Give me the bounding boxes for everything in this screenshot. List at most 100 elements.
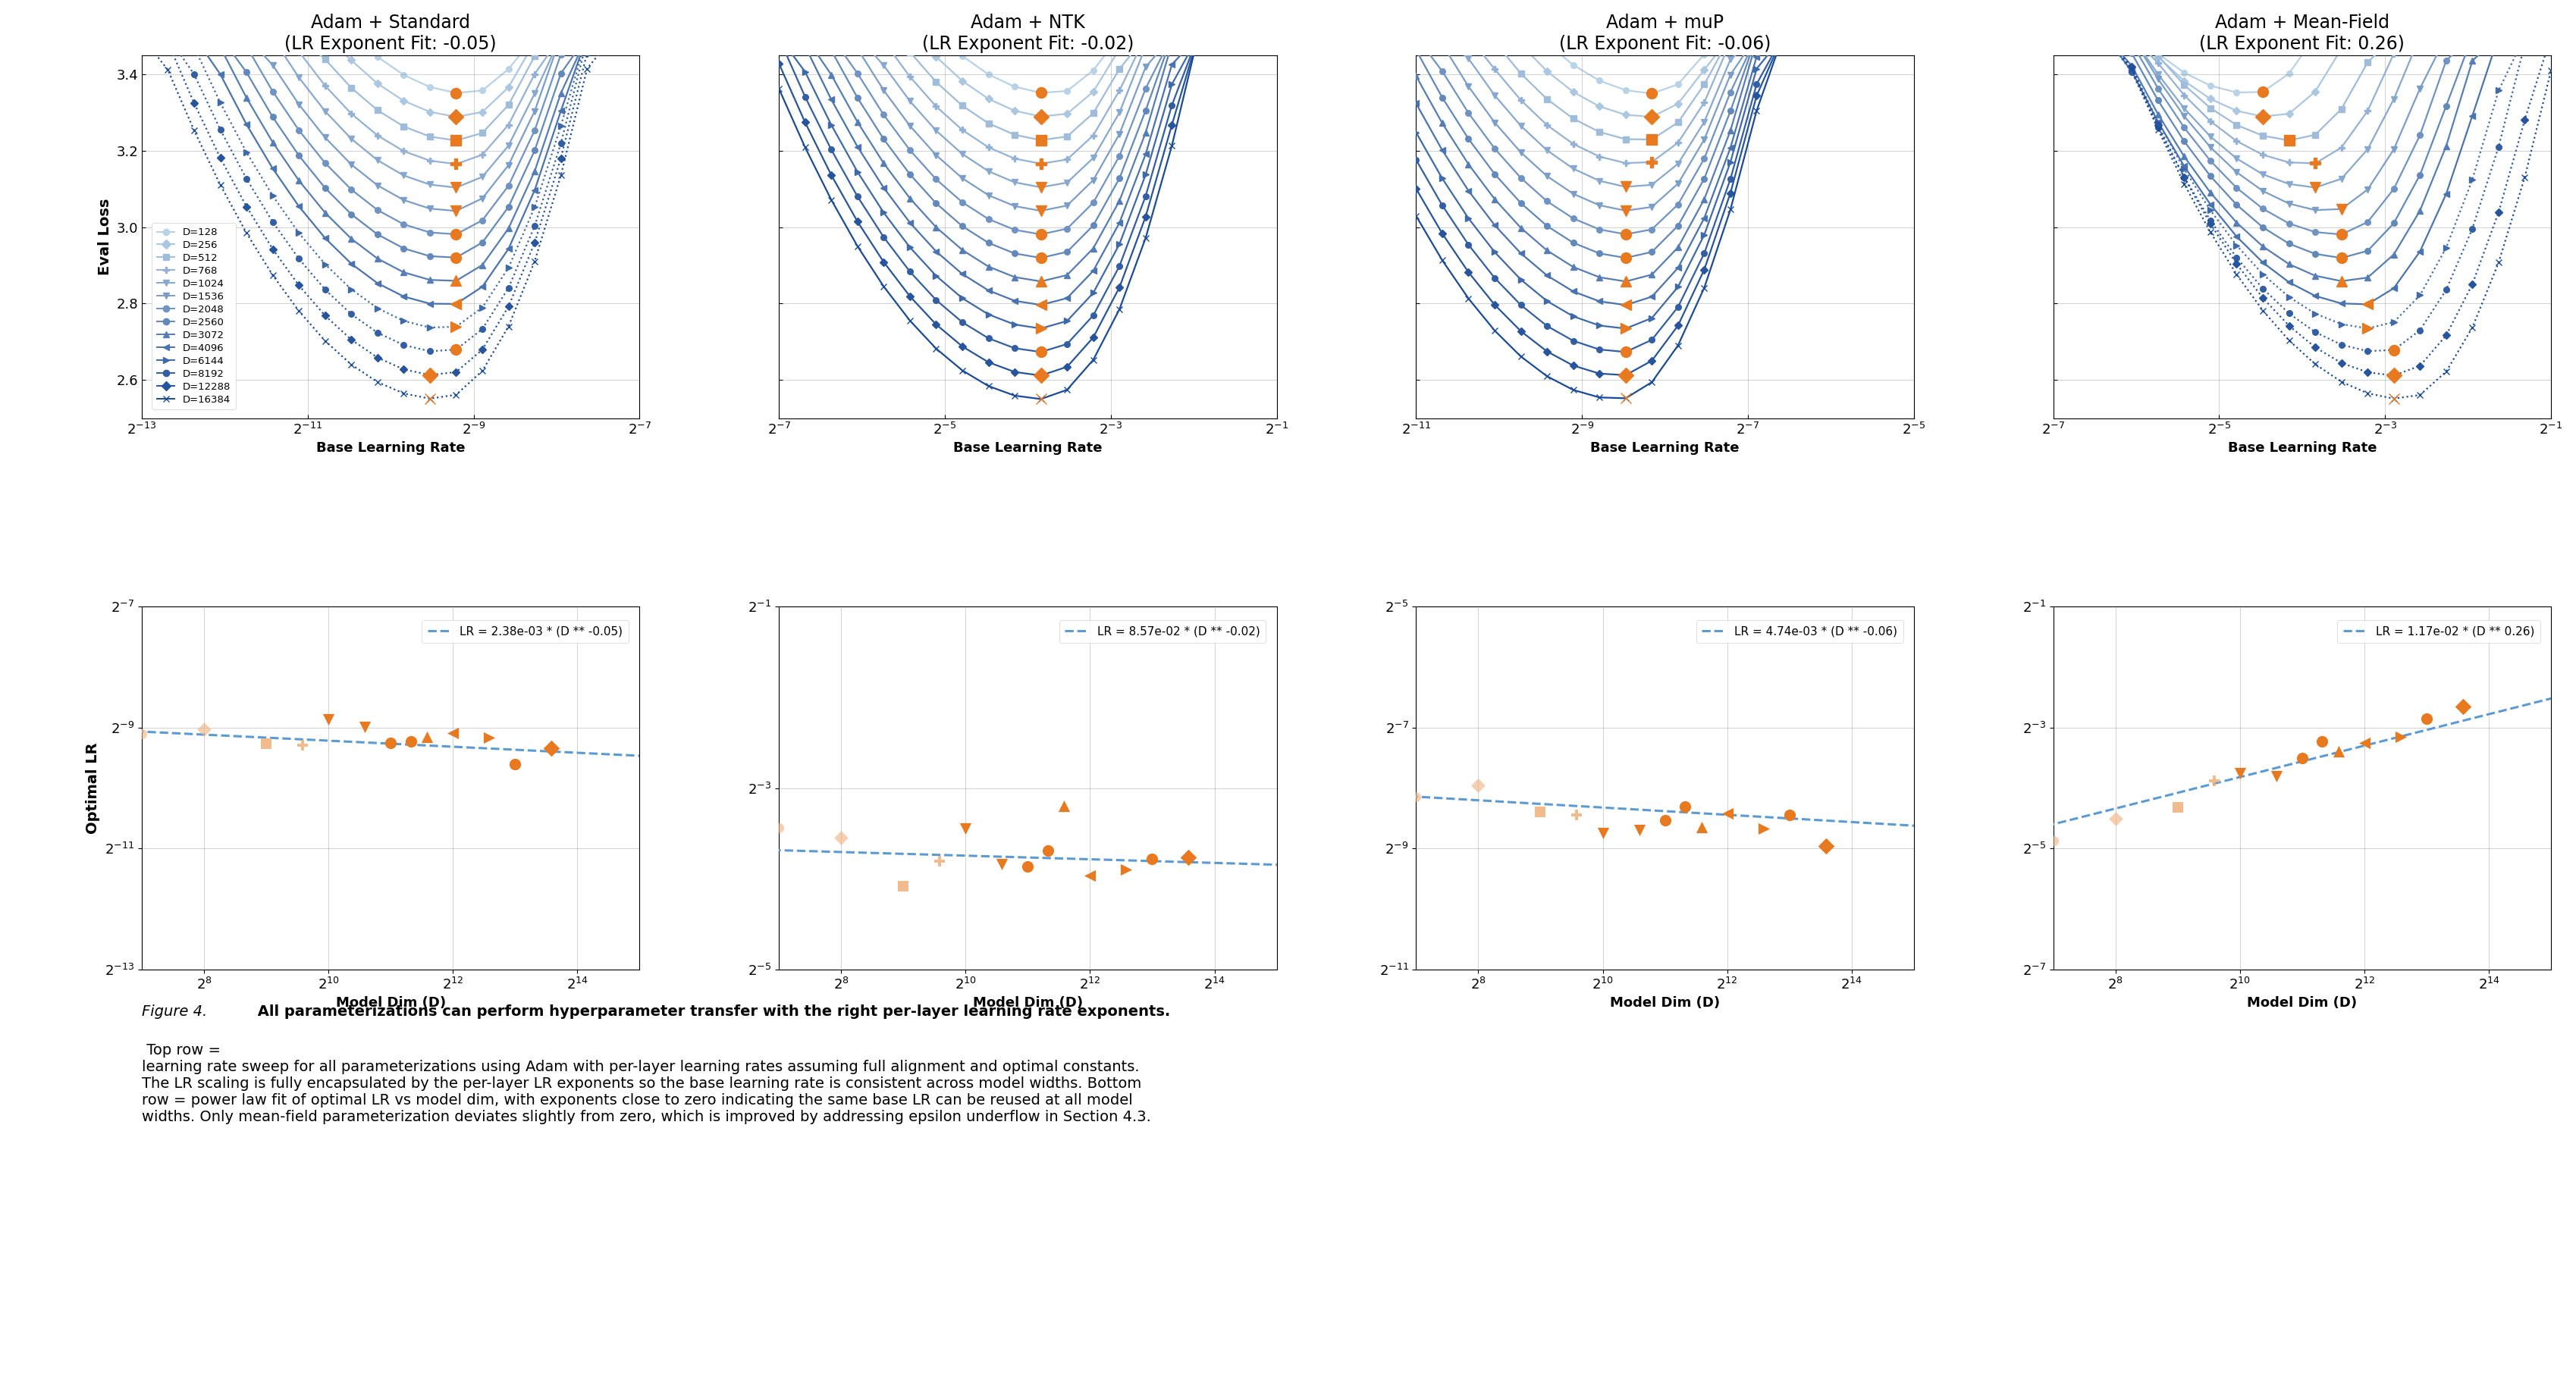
LR = 4.74e-03 * (D ** -0.06) — [1929, 819, 1960, 835]
Point — [469, 727, 510, 749]
Line: LR = 1.17e-02 * (D ** 0.26): LR = 1.17e-02 * (D ** 0.26) — [2022, 691, 2576, 832]
Title: Adam + muP
(LR Exponent Fit: -0.06): Adam + muP (LR Exponent Fit: -0.06) — [1558, 14, 1770, 53]
LR = 1.17e-02 * (D ** 0.26) — [2566, 683, 2576, 699]
LR = 1.17e-02 * (D ** 0.26) — [2537, 690, 2568, 706]
Point — [945, 817, 987, 839]
Point — [981, 853, 1023, 875]
LR = 8.57e-02 * (D ** -0.02) — [840, 843, 871, 860]
Point — [183, 719, 224, 741]
X-axis label: Base Learning Rate: Base Learning Rate — [2226, 442, 2375, 454]
Point — [1664, 795, 1705, 817]
Point — [1767, 803, 1808, 825]
Point — [1396, 785, 1437, 807]
Point — [1520, 801, 1561, 823]
Point — [345, 716, 386, 738]
Point — [1643, 809, 1685, 831]
Point — [495, 753, 536, 776]
Point — [1028, 839, 1069, 861]
Legend: D=128, D=256, D=512, D=768, D=1024, D=1536, D=2048, D=2560, D=3072, D=4096, D=61: D=128, D=256, D=512, D=768, D=1024, D=15… — [152, 223, 237, 410]
LR = 2.38e-03 * (D ** -0.05) — [626, 748, 657, 765]
Point — [2032, 830, 2074, 852]
Point — [307, 708, 348, 730]
Point — [2218, 762, 2259, 784]
LR = 4.74e-03 * (D ** -0.06) — [1703, 806, 1734, 823]
Y-axis label: Optimal LR: Optimal LR — [85, 742, 100, 834]
Point — [1069, 864, 1110, 886]
LR = 1.17e-02 * (D ** 0.26) — [2136, 791, 2166, 807]
Point — [2318, 741, 2360, 763]
LR = 2.38e-03 * (D ** -0.05) — [204, 727, 234, 744]
X-axis label: Base Learning Rate: Base Learning Rate — [317, 442, 466, 454]
Text: Top row =
learning rate sweep for all parameterizations using Adam with per-laye: Top row = learning rate sweep for all pa… — [142, 1043, 1151, 1125]
Point — [2468, 713, 2509, 735]
Point — [2300, 730, 2342, 752]
LR = 4.74e-03 * (D ** -0.06) — [1901, 817, 1932, 834]
Point — [1043, 795, 1084, 817]
Legend: LR = 8.57e-02 * (D ** -0.02): LR = 8.57e-02 * (D ** -0.02) — [1059, 620, 1265, 643]
Point — [2254, 765, 2295, 787]
LR = 8.57e-02 * (D ** -0.02) — [863, 845, 894, 861]
Point — [531, 737, 572, 759]
Title: Adam + Standard
(LR Exponent Fit: -0.05): Adam + Standard (LR Exponent Fit: -0.05) — [283, 14, 497, 53]
Point — [121, 723, 162, 745]
LR = 8.57e-02 * (D ** -0.02) — [1066, 850, 1097, 867]
X-axis label: Model Dim (D): Model Dim (D) — [974, 996, 1082, 1010]
Point — [1458, 774, 1499, 796]
Point — [2442, 695, 2483, 717]
Legend: LR = 2.38e-03 * (D ** -0.05): LR = 2.38e-03 * (D ** -0.05) — [422, 620, 629, 643]
LR = 4.74e-03 * (D ** -0.06) — [1656, 803, 1687, 820]
Point — [1832, 813, 1873, 835]
Point — [1618, 819, 1659, 841]
LR = 1.17e-02 * (D ** 0.26) — [2007, 824, 2038, 841]
Point — [1105, 859, 1146, 881]
Point — [1193, 843, 1234, 866]
Title: Adam + Mean-Field
(LR Exponent Fit: 0.26): Adam + Mean-Field (LR Exponent Fit: 0.26… — [2200, 14, 2403, 53]
LR = 2.38e-03 * (D ** -0.05) — [428, 738, 459, 755]
Point — [2192, 770, 2233, 792]
X-axis label: Base Learning Rate: Base Learning Rate — [953, 442, 1103, 454]
X-axis label: Model Dim (D): Model Dim (D) — [335, 996, 446, 1010]
Point — [407, 726, 448, 748]
Point — [245, 733, 286, 755]
Point — [2280, 747, 2321, 769]
LR = 2.38e-03 * (D ** -0.05) — [95, 722, 126, 738]
LR = 2.38e-03 * (D ** -0.05) — [384, 735, 415, 752]
Legend: LR = 4.74e-03 * (D ** -0.06): LR = 4.74e-03 * (D ** -0.06) — [1695, 620, 1904, 643]
LR = 1.17e-02 * (D ** 0.26) — [2112, 796, 2143, 813]
LR = 1.17e-02 * (D ** 0.26) — [2522, 694, 2553, 711]
LR = 8.57e-02 * (D ** -0.02) — [1020, 849, 1051, 866]
Point — [920, 850, 961, 873]
Point — [281, 734, 322, 756]
Point — [2156, 796, 2197, 819]
Line: LR = 8.57e-02 * (D ** -0.02): LR = 8.57e-02 * (D ** -0.02) — [747, 849, 1309, 866]
LR = 4.74e-03 * (D ** -0.06) — [1368, 787, 1399, 803]
Line: LR = 2.38e-03 * (D ** -0.05): LR = 2.38e-03 * (D ** -0.05) — [111, 730, 670, 758]
Point — [389, 730, 430, 752]
Point — [2344, 731, 2385, 753]
X-axis label: Model Dim (D): Model Dim (D) — [2246, 996, 2357, 1010]
X-axis label: Model Dim (D): Model Dim (D) — [1610, 996, 1718, 1010]
Point — [1167, 846, 1208, 868]
X-axis label: Base Learning Rate: Base Learning Rate — [1589, 442, 1739, 454]
Point — [371, 731, 412, 753]
Point — [1007, 855, 1048, 877]
LR = 2.38e-03 * (D ** -0.05) — [224, 729, 255, 745]
Point — [433, 722, 474, 744]
Point — [1556, 803, 1597, 825]
Point — [884, 875, 925, 897]
LR = 2.38e-03 * (D ** -0.05) — [654, 749, 685, 766]
LR = 1.17e-02 * (D ** 0.26) — [2295, 751, 2326, 767]
LR = 8.57e-02 * (D ** -0.02) — [1265, 856, 1296, 873]
Point — [819, 827, 860, 849]
Point — [2094, 807, 2136, 830]
Point — [1705, 802, 1747, 824]
Line: LR = 4.74e-03 * (D ** -0.06): LR = 4.74e-03 * (D ** -0.06) — [1383, 795, 1945, 827]
Point — [2380, 726, 2421, 748]
LR = 4.74e-03 * (D ** -0.06) — [1883, 817, 1914, 834]
LR = 2.38e-03 * (D ** -0.05) — [611, 747, 641, 763]
Point — [1680, 816, 1721, 838]
Point — [556, 740, 598, 762]
Text: Figure 4.: Figure 4. — [142, 1004, 206, 1018]
Title: Adam + NTK
(LR Exponent Fit: -0.02): Adam + NTK (LR Exponent Fit: -0.02) — [922, 14, 1133, 53]
Text: All parameterizations can perform hyperparameter transfer with the right per-lay: All parameterizations can perform hyperp… — [252, 1004, 1170, 1018]
